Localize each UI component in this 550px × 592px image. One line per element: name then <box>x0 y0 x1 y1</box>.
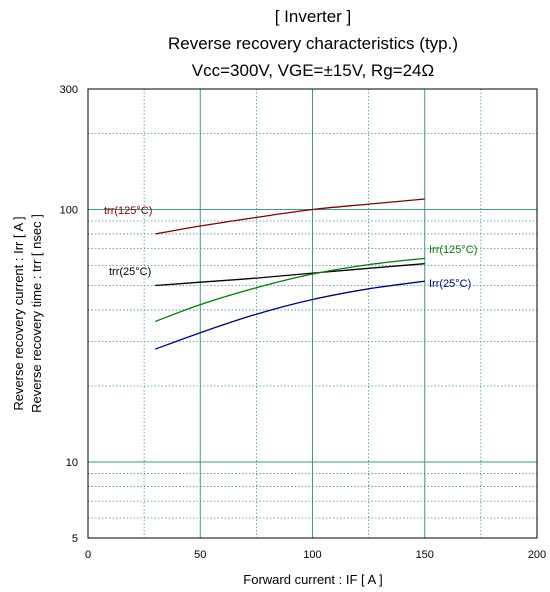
y-tick-label: 10 <box>66 457 78 469</box>
y-axis-label-line-2: Reverse recovery time : trr [ nsec ] <box>29 214 44 413</box>
y-tick-label: 100 <box>60 204 78 216</box>
series-label-3: Irr(25°C) <box>429 278 471 290</box>
chart-title-line-1: [ Inverter ] <box>275 7 352 26</box>
x-tick-label: 200 <box>528 549 546 561</box>
y-tick-label: 300 <box>60 84 78 96</box>
series-labels: trr(125°C) trr(25°C) Irr(125°C) Irr(25°C) <box>104 205 477 290</box>
x-tick-label: 0 <box>85 549 91 561</box>
y-tick-label: 5 <box>72 533 78 545</box>
series-line-1 <box>155 263 425 287</box>
series-layer <box>155 198 425 350</box>
series-line-2 <box>155 257 425 323</box>
y-axis-label-line-1: Reverse recovery current : Irr [ A ] <box>11 216 26 410</box>
x-tick-label: 100 <box>303 549 321 561</box>
series-label-0: trr(125°C) <box>104 205 152 217</box>
major-grid <box>88 89 537 538</box>
x-tick-label: 50 <box>194 549 206 561</box>
x-axis-label: Forward current : IF [ A ] <box>243 572 382 587</box>
series-line-0 <box>155 198 425 235</box>
chart-title-line-2: Reverse recovery characteristics (typ.) <box>168 34 458 53</box>
series-line-3 <box>155 280 425 350</box>
plot-frame <box>87 88 538 539</box>
series-label-1: trr(25°C) <box>109 266 151 278</box>
axis-ticks: 0 50 100 150 200 5 10 100 300 <box>60 84 547 561</box>
series-label-2: Irr(125°C) <box>429 244 477 256</box>
chart-title-line-3: Vcc=300V, VGE=±15V, Rg=24Ω <box>192 61 434 80</box>
x-tick-label: 150 <box>416 549 434 561</box>
